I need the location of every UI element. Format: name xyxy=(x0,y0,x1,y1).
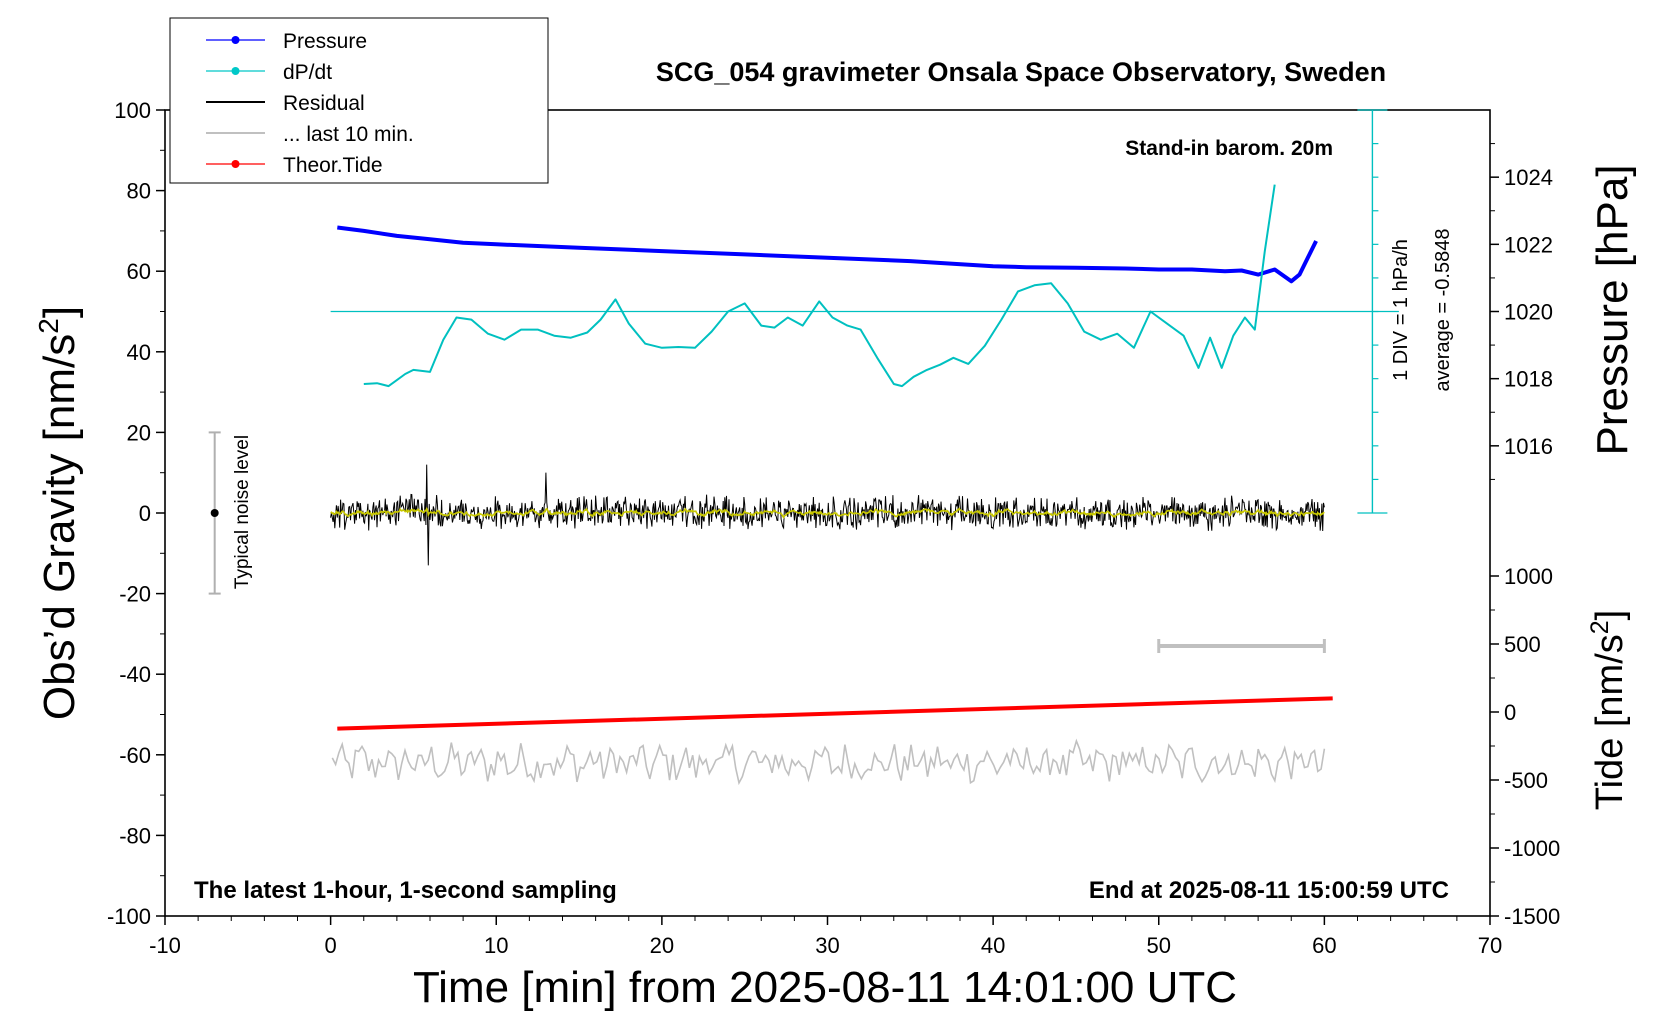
dpdt-scale-label: 1 DIV = 1 hPa/h xyxy=(1390,239,1412,381)
legend-label: ... last 10 min. xyxy=(283,123,414,146)
x-tick-label: 40 xyxy=(981,933,1005,958)
last-10-min-trace xyxy=(331,738,1326,786)
x-tick-label: 20 xyxy=(650,933,674,958)
legend-swatch-dot xyxy=(231,160,240,168)
x-axis-label: Time [min] from 2025-08-11 14:01:00 UTC xyxy=(413,963,1237,1012)
x-tick-label: 70 xyxy=(1478,933,1502,958)
legend-items: Pressure dP/dt Residual ... last 10 min. The… xyxy=(206,30,414,177)
noise-bar-center-dot xyxy=(210,509,219,517)
x-tick-label: -10 xyxy=(149,933,181,958)
y-axis-label-pressure: Pressure [hPa] xyxy=(1588,164,1637,455)
series-layer xyxy=(330,184,1333,786)
y-tick-label: -20 xyxy=(119,582,151,607)
y-tick-label: -80 xyxy=(119,823,151,848)
noise-level-bar xyxy=(208,431,221,595)
legend-box xyxy=(169,17,549,184)
x-tick-label: 10 xyxy=(484,933,508,958)
y-tick-label: 40 xyxy=(127,340,151,365)
y-tick-label: -40 xyxy=(119,662,151,687)
left-y-axis-ticks: 100 80 60 40 20 0 -20 -40 -60 -80 -100 xyxy=(107,98,165,929)
last-10-min-marker xyxy=(1157,638,1326,653)
y-axis-label-tide: Tide [nm/s2] xyxy=(1586,610,1631,810)
end-time-annotation: End at 2025-08-11 15:00:59 UTC xyxy=(1089,877,1449,904)
dpdt-average-label: average = -0.5848 xyxy=(1432,229,1454,392)
barometer-annotation: Stand-in barom. 20m xyxy=(1125,137,1333,160)
legend: Pressure dP/dt Residual ... last 10 min. The… xyxy=(169,17,549,184)
series-theor-tide xyxy=(337,696,1333,731)
y-tick-label: 20 xyxy=(127,420,151,445)
pressure-tick-label: 1024 xyxy=(1504,165,1553,190)
legend-label: dP/dt xyxy=(283,61,332,84)
tide-tick-label: 1000 xyxy=(1504,564,1553,589)
series-pressure xyxy=(337,225,1318,284)
x-tick-label: 30 xyxy=(815,933,839,958)
y-tick-label: 100 xyxy=(114,98,151,123)
tide-axis-ticks: 1000 500 0 -500 -1000 -1500 xyxy=(1490,564,1560,929)
y-tick-label: -60 xyxy=(119,743,151,768)
noise-level-label: Typical noise level xyxy=(232,435,253,589)
tide-tick-label: 500 xyxy=(1504,632,1541,657)
x-tick-label: 0 xyxy=(325,933,337,958)
y-tick-label: -100 xyxy=(107,904,151,929)
legend-swatch-dot xyxy=(231,36,240,44)
tide-tick-label: 0 xyxy=(1504,700,1516,725)
residual-trace xyxy=(330,464,1325,566)
pressure-tick-label: 1016 xyxy=(1504,434,1553,459)
x-axis-ticks: -10 0 10 20 30 40 50 60 70 xyxy=(149,916,1502,958)
tide-tick-label: -500 xyxy=(1504,768,1548,793)
pressure-axis-ticks: 1024 1022 1020 1018 1016 xyxy=(1490,143,1553,480)
y-tick-label: 0 xyxy=(139,501,151,526)
legend-label: Residual xyxy=(283,92,365,115)
pressure-tick-label: 1022 xyxy=(1504,232,1553,257)
y-tick-label: 60 xyxy=(127,259,151,284)
legend-label: Pressure xyxy=(283,30,367,53)
tide-tick-label: -1500 xyxy=(1504,904,1560,929)
y-tick-label: 80 xyxy=(127,179,151,204)
dpdt-scale-bar xyxy=(1357,109,1388,514)
pressure-tick-label: 1020 xyxy=(1504,300,1553,325)
x-tick-label: 60 xyxy=(1312,933,1336,958)
residual-smoothed-trace xyxy=(330,506,1325,519)
x-tick-label: 50 xyxy=(1147,933,1171,958)
tide-tick-label: -1000 xyxy=(1504,836,1560,861)
series-dp-dt xyxy=(363,184,1276,388)
pressure-tick-label: 1018 xyxy=(1504,367,1553,392)
chart-title: SCG_054 gravimeter Onsala Space Observat… xyxy=(656,57,1386,87)
legend-swatch-dot xyxy=(231,67,240,75)
latest-hour-annotation: The latest 1-hour, 1-second sampling xyxy=(194,877,617,904)
y-axis-label-left: Obs’d Gravity [nm/s2] xyxy=(33,306,84,720)
legend-label: Theor.Tide xyxy=(283,154,383,177)
